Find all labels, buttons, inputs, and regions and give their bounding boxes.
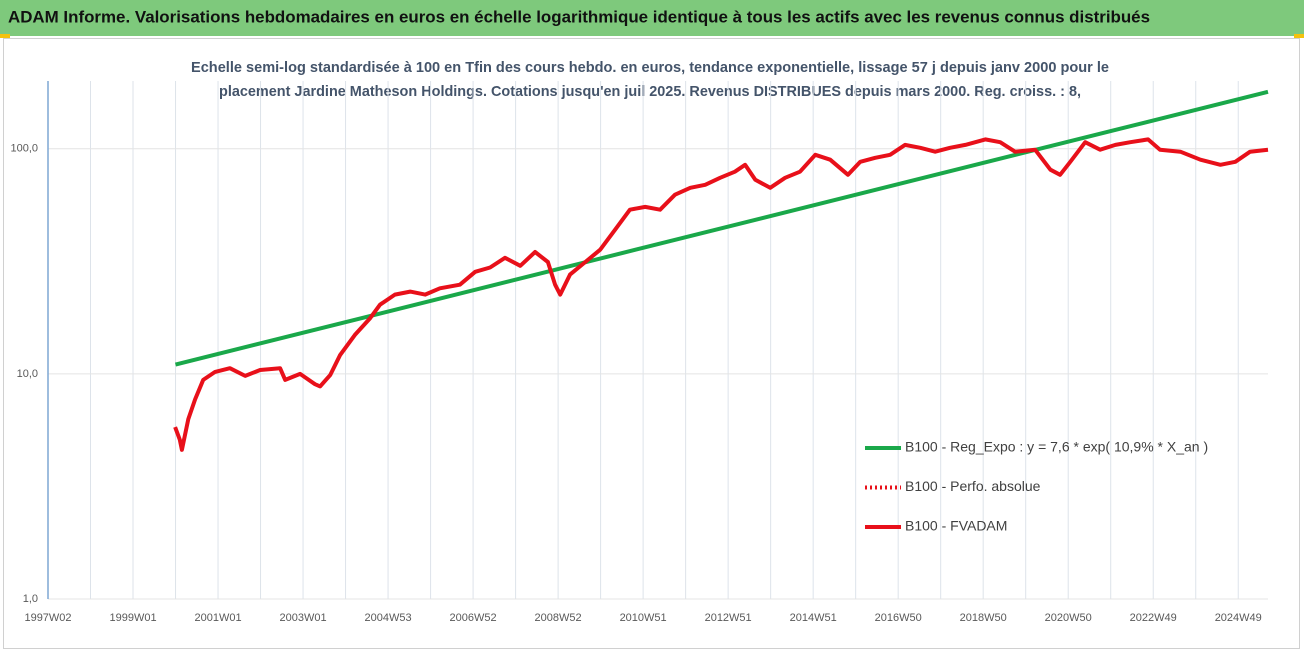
y-tick-label: 100,0 [10,143,38,155]
x-tick-label: 2014W51 [790,612,837,624]
corner-mark [1294,34,1304,38]
x-tick-label: 1999W01 [109,612,156,624]
x-tick-label: 2008W52 [535,612,582,624]
x-tick-label: 2018W50 [960,612,1007,624]
x-tick-label: 2010W51 [620,612,667,624]
series-line [173,137,1269,452]
x-tick-label: 2020W50 [1045,612,1092,624]
x-tick-label: 2006W52 [450,612,497,624]
x-tick-label: 2012W51 [705,612,752,624]
x-tick-label: 2003W01 [280,612,327,624]
legend-label: B100 - Reg_Expo : y = 7,6 * exp( 10,9% *… [905,439,1208,455]
x-tick-label: 2001W01 [194,612,241,624]
chart-subtitle: Echelle semi-log standardisée à 100 en T… [191,59,1109,76]
chart-title: ADAM Informe. Valorisations hebdomadaire… [8,7,1150,26]
x-tick-label: 2004W53 [365,612,412,624]
chart-frame [3,38,1300,649]
legend-label: B100 - Perfo. absolue [905,478,1041,494]
series-line [175,89,1269,367]
header-bar [0,0,1304,36]
x-tick-label: 1997W02 [24,612,71,624]
x-tick-label: 2016W50 [875,612,922,624]
x-tick-label: 2024W49 [1215,612,1262,624]
x-tick-label: 2022W49 [1130,612,1177,624]
corner-mark [0,34,10,38]
y-tick-label: 10,0 [17,368,38,380]
y-tick-label: 1,0 [23,593,38,605]
legend-label: B100 - FVADAM [905,518,1007,534]
chart-subtitle: placement Jardine Matheson Holdings. Cot… [219,83,1081,100]
